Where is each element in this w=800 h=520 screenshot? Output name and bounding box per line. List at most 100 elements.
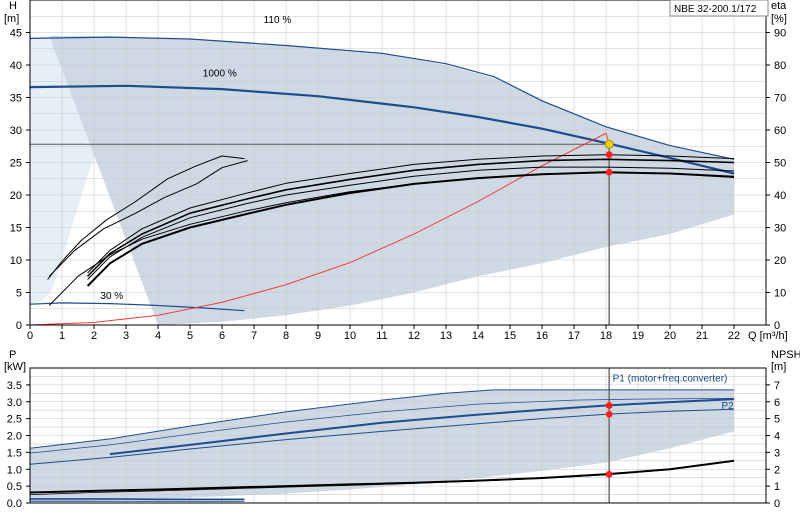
- head-ytick-label: 25: [10, 158, 22, 170]
- head-annotation: 110 %: [264, 15, 292, 26]
- head-ytick-label: 30: [10, 125, 22, 137]
- head-series-30-: [29, 302, 245, 312]
- head-y2tick-label: 90: [774, 28, 786, 40]
- head-annotation: 1000 %: [203, 69, 237, 80]
- power-series-npsh: [29, 459, 735, 494]
- power-series-npsh-thin: [29, 460, 735, 495]
- power-y2label: NPSH: [771, 349, 800, 361]
- head-y2tick-label: 80: [774, 60, 786, 72]
- head-series-eta-6: [47, 155, 245, 280]
- head-xtick-label: 4: [155, 330, 161, 342]
- head-series-eta-3: [87, 166, 735, 280]
- head-y2label: eta: [771, 0, 787, 12]
- power-series-p1-100-: [29, 398, 735, 454]
- head-y2tick-label: 70: [774, 93, 786, 105]
- head-xtick-label: 14: [472, 330, 484, 342]
- head-xtick-label: 18: [600, 330, 612, 342]
- head-y2tick-label: 20: [774, 255, 786, 267]
- power-marker-red: [605, 410, 613, 418]
- head-y2tick-label: 0: [774, 320, 780, 332]
- head-ytick-label: 35: [10, 93, 22, 105]
- model-title-box: NBE 32-200.1/172: [669, 0, 769, 17]
- power-ytick-label: 2.0: [7, 431, 22, 443]
- head-xtick-label: 1: [59, 330, 65, 342]
- head-y2tick-label: 10: [774, 288, 786, 300]
- head-xtick-label: 7: [251, 330, 257, 342]
- power-ytick-label: 3.0: [7, 397, 22, 409]
- head-panel: 0510152025303540450102030405060708090H[m…: [4, 0, 788, 342]
- power-ylabel: P: [9, 349, 16, 361]
- head-ylabel: H: [9, 0, 17, 12]
- power-y2label-unit: [m]: [771, 361, 786, 373]
- power-y2tick-label: 3: [774, 447, 780, 459]
- head-xtick-label: 0: [27, 330, 33, 342]
- head-ytick-label: 0: [16, 320, 22, 332]
- head-series-eta-7: [48, 160, 248, 277]
- power-series-p1-110-: [29, 389, 734, 449]
- model-title-text: NBE 32-200.1/172: [674, 4, 757, 15]
- head-xtick-label: 21: [696, 330, 708, 342]
- head-operating-envelope: [49, 35, 734, 326]
- power-marker-red: [605, 402, 613, 409]
- power-grid: [29, 367, 767, 504]
- head-xtick-label: 17: [568, 330, 580, 342]
- head-marker-red: [605, 151, 613, 159]
- power-y2tick-label: 2: [774, 464, 780, 476]
- power-series-p1-main: [109, 398, 735, 456]
- head-ytick-label: 5: [16, 288, 22, 300]
- head-xtick-label: 19: [632, 330, 644, 342]
- head-ytick-label: 10: [10, 255, 22, 267]
- head-marker-red: [605, 168, 613, 176]
- head-series-eta-4: [87, 158, 735, 277]
- head-ytick-label: 45: [10, 28, 22, 40]
- head-xtick-label: 16: [536, 330, 548, 342]
- head-marker-duty: [604, 139, 614, 149]
- power-series-label: P1 (motor+freq.converter): [613, 374, 728, 385]
- power-ytick-label: 3.5: [7, 380, 22, 392]
- power-y2tick-label: 1: [774, 481, 780, 493]
- head-y2tick-label: 30: [774, 223, 786, 235]
- head-xtick-label: 2: [91, 330, 97, 342]
- head-ytick-label: 40: [10, 60, 22, 72]
- head-grid: [29, 0, 767, 326]
- head-annotation: 30 %: [100, 291, 123, 302]
- power-ytick-label: 0.0: [7, 498, 22, 510]
- head-ytick-label: 15: [10, 223, 22, 235]
- head-xtick-label: 6: [219, 330, 225, 342]
- power-ytick-label: 1.5: [7, 447, 22, 459]
- head-xtick-label: 9: [315, 330, 321, 342]
- head-xtick-label: 20: [664, 330, 676, 342]
- head-xtick-label: 15: [504, 330, 516, 342]
- head-xtick-label: 11: [376, 330, 387, 342]
- power-y2tick-label: 6: [774, 397, 780, 409]
- head-y2label-unit: [%]: [771, 13, 787, 25]
- power-ylabel-unit: [kW]: [4, 361, 26, 373]
- power-ytick-label: 2.5: [7, 414, 22, 426]
- head-ytick-label: 20: [10, 190, 22, 202]
- head-xtick-label: 10: [344, 330, 356, 342]
- power-ytick-label: 0.5: [7, 481, 22, 493]
- power-series-label: P2: [721, 401, 734, 412]
- head-xtick-label: 8: [283, 330, 289, 342]
- head-series-system: [29, 132, 610, 326]
- head-xtick-label: 13: [440, 330, 452, 342]
- head-xtick-label: 5: [187, 330, 193, 342]
- power-y2tick-label: 4: [774, 431, 780, 443]
- head-xtick-label: 12: [408, 330, 420, 342]
- head-series-110-: [29, 36, 735, 160]
- head-xtick-label: 3: [123, 330, 129, 342]
- head-y2tick-label: 60: [774, 125, 786, 137]
- power-y2tick-label: 0: [774, 498, 780, 510]
- head-series-100-: [29, 84, 735, 175]
- power-y2tick-label: 7: [774, 380, 780, 392]
- head-xlabel: Q [m³/h]: [748, 330, 788, 342]
- power-ytick-label: 1.0: [7, 464, 22, 476]
- head-y2tick-label: 50: [774, 158, 786, 170]
- head-y2tick-label: 40: [774, 190, 786, 202]
- power-series-p2: [29, 408, 735, 465]
- power-y2tick-label: 5: [774, 414, 780, 426]
- head-ylabel-unit: [m]: [4, 13, 19, 25]
- model-title-frame: [669, 0, 769, 17]
- power-marker-red: [605, 470, 613, 478]
